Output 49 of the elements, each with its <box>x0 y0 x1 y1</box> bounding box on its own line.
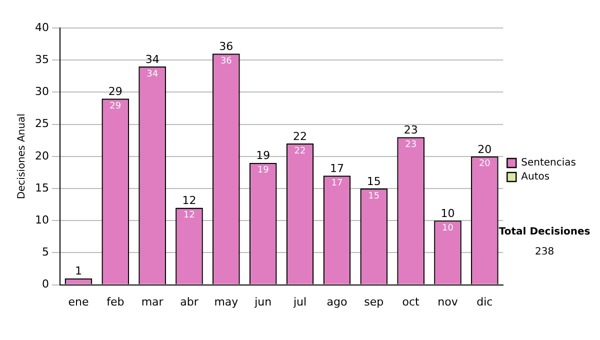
total-label: 15 <box>366 174 381 188</box>
x-tick-label: sep <box>364 295 384 308</box>
text: 238 <box>535 246 554 258</box>
y-tick-label: 5 <box>42 246 49 259</box>
total-label: 12 <box>182 194 196 208</box>
y-tick-label: 25 <box>34 117 49 130</box>
total-label: 29 <box>108 84 122 98</box>
y-axis-title: Decisiones Anual <box>16 114 28 200</box>
y-tick-label: 30 <box>34 85 49 98</box>
y-tick-label: 20 <box>34 149 49 162</box>
x-tick-label: jul <box>292 295 307 308</box>
x-tick-label: abr <box>180 295 199 308</box>
x-tick-label: dic <box>476 295 493 308</box>
data-label: 20 <box>478 159 491 170</box>
total-label: 20 <box>478 142 492 156</box>
x-tick-label: feb <box>106 295 124 308</box>
y-tick-label: 10 <box>34 213 49 226</box>
total-label: 34 <box>145 52 160 66</box>
total-label: 23 <box>404 124 418 136</box>
y-tick-label: 15 <box>34 181 49 194</box>
data-label: 19 <box>257 166 270 176</box>
x-tick-label: nov <box>438 295 458 308</box>
x-tick-label: mar <box>141 295 164 308</box>
legend-label: Sentencias <box>521 158 576 169</box>
data-label: 22 <box>294 146 306 156</box>
total-label: 19 <box>256 149 270 162</box>
data-label: 10 <box>442 223 454 234</box>
total-label: 36 <box>219 40 234 54</box>
data-label: 17 <box>331 178 343 189</box>
data-label: 15 <box>368 191 380 202</box>
annotation: Total Decisiones <box>498 226 590 238</box>
total-label: 10 <box>440 206 455 220</box>
x-tick-label: may <box>214 295 239 308</box>
x-tick-label: ago <box>326 295 348 308</box>
data-label: 23 <box>405 140 417 150</box>
x-tick-label: ene <box>68 295 89 308</box>
total-label: 17 <box>330 162 344 176</box>
y-tick-label: 40 <box>34 20 49 34</box>
total-label: 22 <box>293 130 308 143</box>
y-tick-label: 35 <box>34 52 49 66</box>
data-label: 29 <box>110 101 122 112</box>
data-label: 12 <box>184 210 195 221</box>
data-label: 34 <box>146 69 158 80</box>
total-label: 1 <box>74 264 82 278</box>
x-tick-label: oct <box>402 295 420 308</box>
x-tick-label: jun <box>254 295 272 308</box>
legend-label: Autos <box>521 172 550 183</box>
y-tick-label: 0 <box>42 278 49 291</box>
data-label: 36 <box>220 56 232 67</box>
